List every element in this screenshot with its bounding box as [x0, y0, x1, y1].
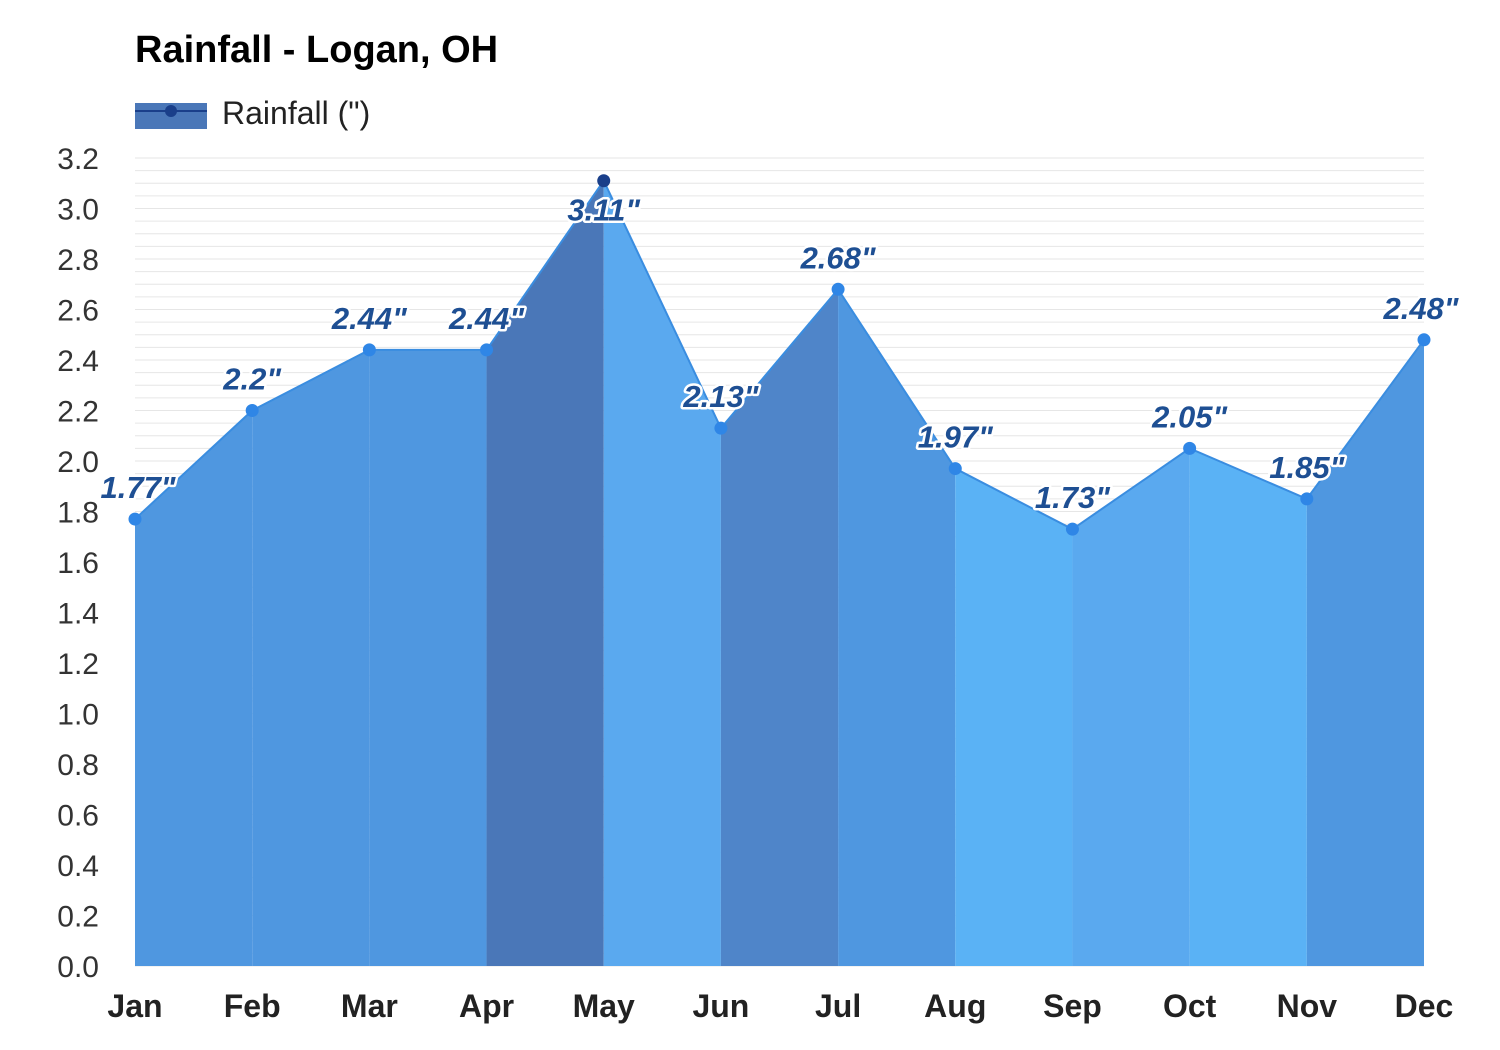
data-label: 1.85" — [1269, 450, 1345, 485]
data-label: 2.13" — [682, 379, 759, 414]
y-tick-label: 2.0 — [57, 446, 99, 479]
x-tick-label: Dec — [1395, 988, 1454, 1024]
x-tick-label: Feb — [224, 988, 281, 1024]
area-segment — [1189, 448, 1307, 966]
area-segment — [720, 289, 839, 966]
data-point — [1417, 333, 1431, 347]
x-tick-label: Nov — [1277, 988, 1338, 1024]
x-axis: Jan Feb Mar Apr May Jun Jul Aug Sep Oct Nov Dec — [107, 988, 1453, 1024]
data-label: 1.73" — [1035, 480, 1111, 515]
area-segments — [135, 180, 1424, 967]
data-point — [480, 343, 494, 357]
area-segment — [1072, 448, 1190, 966]
y-tick-label: 1.0 — [57, 699, 99, 732]
data-label: 1.77" — [100, 470, 176, 505]
x-tick-label: Jun — [692, 988, 749, 1024]
y-tick-label: 2.4 — [57, 345, 99, 378]
data-labels: 1.77" 2.2" 2.44" 2.44" 3.11" 2.13" 2.68" 1.97" 1… — [98, 190, 1462, 517]
legend-label: Rainfall (") — [222, 95, 370, 131]
y-tick-label: 0.6 — [57, 800, 99, 833]
y-tick-label: 0.8 — [57, 749, 99, 782]
data-label: 2.2" — [222, 362, 282, 397]
data-label: 1.97" — [918, 420, 994, 455]
area-segment — [838, 289, 956, 966]
data-point — [948, 462, 962, 476]
x-tick-label: Sep — [1043, 988, 1102, 1024]
y-tick-label: 3.0 — [57, 194, 99, 227]
legend: Rainfall (") — [135, 95, 370, 131]
area-segment — [135, 410, 253, 966]
area-segment — [955, 468, 1073, 966]
y-tick-label: 1.2 — [57, 648, 99, 681]
data-point — [714, 421, 728, 435]
data-point — [597, 174, 611, 188]
y-tick-label: 0.0 — [57, 951, 99, 984]
y-tick-label: 3.2 — [57, 143, 99, 176]
series-polyline — [134, 178, 1425, 531]
x-tick-label: Jul — [815, 988, 861, 1024]
data-point — [1183, 441, 1197, 455]
chart-title: Rainfall - Logan, OH — [135, 29, 498, 71]
data-points — [128, 174, 1431, 536]
data-point — [245, 404, 259, 417]
data-label: 2.48" — [1382, 291, 1459, 326]
y-tick-label: 1.4 — [57, 598, 99, 631]
area-segment — [252, 349, 370, 966]
area-segment — [603, 180, 721, 967]
x-tick-label: Aug — [924, 988, 986, 1024]
data-label: 2.68" — [800, 240, 877, 275]
x-tick-label: Apr — [459, 988, 514, 1024]
y-tick-label: 1.6 — [57, 547, 99, 580]
series-line — [134, 178, 1425, 531]
legend-marker-icon — [165, 105, 177, 117]
data-label: 2.44" — [448, 301, 525, 336]
y-tick-label: 2.2 — [57, 396, 99, 429]
x-tick-label: Mar — [341, 988, 398, 1024]
data-point — [1065, 522, 1079, 536]
y-tick-label: 2.6 — [57, 295, 99, 328]
x-tick-label: Oct — [1163, 988, 1217, 1024]
y-tick-label: 0.2 — [57, 901, 99, 934]
data-label: 2.44" — [331, 301, 408, 336]
y-tick-label: 2.8 — [57, 244, 99, 277]
y-tick-label: 0.4 — [57, 850, 99, 883]
area-segment — [369, 349, 487, 966]
area-segment — [486, 180, 604, 967]
y-axis: 0.0 0.2 0.4 0.6 0.8 1.0 1.2 1.4 1.6 1.8 2.0 2.2 2.4 2… — [57, 143, 99, 984]
data-point — [362, 343, 376, 357]
data-point — [1300, 492, 1314, 506]
data-label: 3.11" — [567, 193, 641, 228]
data-point — [128, 512, 142, 526]
data-label: 2.05" — [1151, 399, 1228, 434]
data-point — [831, 282, 845, 296]
x-tick-label: May — [573, 988, 635, 1024]
x-tick-label: Jan — [107, 988, 162, 1024]
y-tick-label: 1.8 — [57, 497, 99, 530]
area-segment — [1306, 339, 1424, 966]
